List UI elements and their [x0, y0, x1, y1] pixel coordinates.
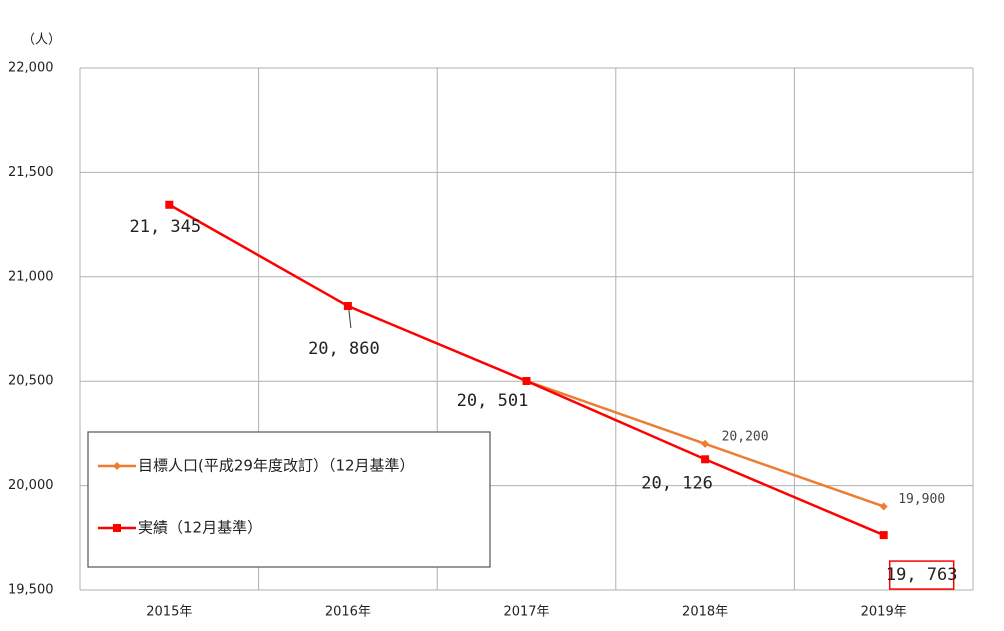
- value-label: 20,200: [722, 429, 769, 444]
- y-tick-label: 21,500: [8, 165, 54, 180]
- marker: [879, 502, 888, 511]
- y-tick-label: 22,000: [8, 61, 54, 76]
- value-label: 19, 763: [886, 565, 958, 585]
- x-tick-label: 2015年: [146, 605, 192, 620]
- y-unit: （人）: [22, 33, 61, 48]
- marker: [522, 376, 531, 385]
- marker: [879, 531, 888, 540]
- y-tick-label: 20,500: [8, 374, 54, 389]
- x-tick-label: 2019年: [861, 605, 907, 620]
- value-label: 20, 501: [457, 391, 529, 411]
- x-tick-label: 2017年: [503, 605, 549, 620]
- marker: [701, 455, 710, 464]
- y-tick-label: 21,000: [8, 269, 54, 284]
- x-tick-label: 2018年: [682, 605, 728, 620]
- marker: [343, 302, 352, 311]
- legend-box: [87, 431, 491, 568]
- value-label: 20, 860: [308, 339, 380, 359]
- legend-marker: [113, 524, 121, 532]
- marker: [165, 200, 174, 209]
- legend-label: 実績（12月基準）: [138, 519, 262, 537]
- marker: [701, 439, 710, 448]
- label-box: [888, 560, 955, 590]
- y-tick-label: 20,000: [8, 478, 54, 493]
- value-label: 19,900: [898, 492, 945, 507]
- x-tick-label: 2016年: [325, 605, 371, 620]
- legend-marker: [113, 462, 121, 470]
- value-label: 20, 126: [641, 473, 713, 493]
- y-tick-label: 19,500: [8, 583, 54, 598]
- leader-line: [348, 309, 352, 329]
- legend-label: 目標人口(平成29年度改訂）（12月基準）: [138, 457, 415, 475]
- value-label: 21, 345: [129, 217, 201, 237]
